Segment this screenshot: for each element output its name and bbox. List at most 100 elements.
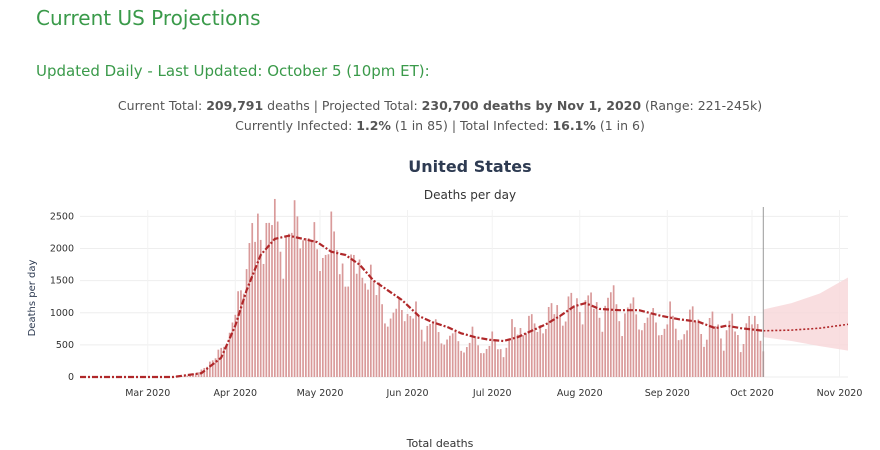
daily-bar [297, 216, 299, 377]
daily-bar [407, 314, 409, 377]
daily-bar [291, 233, 293, 377]
daily-bar [350, 254, 352, 377]
daily-bar [576, 298, 578, 377]
daily-bar [740, 352, 742, 377]
daily-bar [254, 242, 256, 377]
daily-bar [743, 344, 745, 377]
daily-bar [257, 214, 259, 377]
daily-bar [506, 348, 508, 377]
daily-bar [666, 324, 668, 377]
daily-bar [695, 321, 697, 377]
x-tick-label: Jun 2020 [386, 388, 429, 399]
daily-bar [367, 290, 369, 377]
daily-bar [621, 336, 623, 377]
y-axis-label: Deaths per day [27, 260, 38, 337]
current-total-unit: deaths | Projected Total: [263, 98, 422, 113]
daily-bar [528, 316, 530, 377]
daily-bar [342, 264, 344, 377]
daily-bar [412, 319, 414, 377]
daily-bar [751, 324, 753, 377]
daily-bar [280, 252, 282, 377]
daily-bar [390, 319, 392, 377]
daily-bar [618, 321, 620, 377]
chart-title: United States [408, 157, 531, 176]
daily-bar [686, 330, 688, 377]
daily-bar [418, 316, 420, 377]
daily-bar [729, 321, 731, 377]
daily-bar [328, 254, 330, 377]
daily-bar [655, 322, 657, 377]
daily-bar [525, 333, 527, 377]
daily-bar [514, 327, 516, 377]
current-total-value: 209,791 [206, 98, 263, 113]
current-total-label: Current Total: [118, 98, 206, 113]
daily-bar [319, 271, 321, 377]
daily-bar [559, 316, 561, 377]
daily-bar [534, 323, 536, 377]
daily-bar [316, 249, 318, 377]
daily-bar [472, 327, 474, 377]
daily-bar [410, 316, 412, 377]
daily-bar [305, 238, 307, 377]
daily-bar [641, 330, 643, 377]
daily-bar [271, 225, 273, 377]
daily-bar [497, 349, 499, 377]
daily-bar [249, 243, 251, 377]
daily-bar [542, 333, 544, 377]
x-tick-label: Mar 2020 [125, 388, 170, 399]
daily-bar [573, 307, 575, 377]
daily-bar [593, 309, 595, 377]
summary: Current Total: 209,791 deaths | Projecte… [0, 96, 880, 136]
x-tick-label: May 2020 [297, 388, 344, 399]
daily-bar [362, 278, 364, 377]
y-tick-label: 0 [68, 372, 74, 383]
daily-bar [582, 324, 584, 377]
y-tick-label: 2000 [50, 244, 74, 255]
daily-bar [243, 294, 245, 377]
chart-subtitle: Deaths per day [424, 188, 516, 202]
daily-bar [714, 326, 716, 377]
daily-bar [644, 323, 646, 377]
daily-bar [748, 316, 750, 377]
daily-bar [455, 330, 457, 377]
daily-bar [570, 293, 572, 377]
daily-bar [737, 335, 739, 377]
daily-bar [579, 312, 581, 377]
daily-bar [599, 318, 601, 377]
daily-bar [647, 318, 649, 377]
total-infected-ratio: (1 in 6) [596, 118, 645, 133]
daily-bar [376, 295, 378, 377]
daily-bar [675, 329, 677, 377]
page-title: Current US Projections [36, 6, 260, 30]
projected-range: (Range: 221-245k) [641, 98, 762, 113]
daily-bar [466, 347, 468, 377]
daily-bar [672, 316, 674, 377]
daily-bar [339, 274, 341, 377]
daily-bar [260, 240, 262, 377]
daily-bar [698, 319, 700, 377]
daily-bar [746, 323, 748, 377]
x-tick-label: Aug 2020 [557, 388, 603, 399]
daily-bar [717, 324, 719, 377]
daily-bar [381, 304, 383, 377]
daily-bar [325, 255, 327, 377]
daily-bar [661, 335, 663, 377]
daily-bar [251, 223, 253, 377]
daily-bar [285, 237, 287, 377]
daily-bar [627, 307, 629, 377]
daily-bar [683, 334, 685, 377]
daily-bar [469, 343, 471, 377]
daily-bar [664, 329, 666, 377]
daily-bar [209, 362, 211, 377]
daily-bar [458, 341, 460, 377]
daily-bar [387, 327, 389, 377]
bars [172, 199, 764, 377]
daily-bar [446, 340, 448, 377]
deaths-per-day-chart[interactable]: United States Deaths per day 05001000150… [0, 150, 880, 410]
daily-bar [314, 222, 316, 377]
daily-bar [726, 330, 728, 377]
daily-bar [565, 321, 567, 377]
daily-bar [537, 332, 539, 377]
daily-bar [477, 345, 479, 377]
daily-bar [590, 292, 592, 377]
